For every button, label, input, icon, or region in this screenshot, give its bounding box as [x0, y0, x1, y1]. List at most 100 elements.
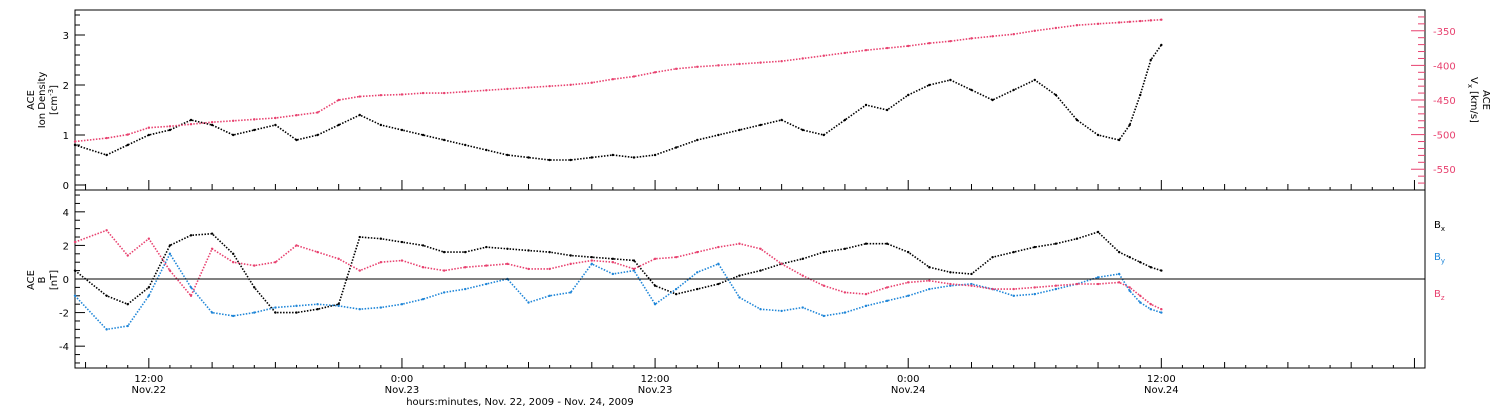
density-series-point: [1128, 123, 1131, 127]
by-series-point: [442, 291, 446, 294]
bx-series-point: [1075, 237, 1079, 240]
vx-series-point: [1117, 21, 1121, 24]
bz-series-point: [569, 262, 572, 266]
density-series-point: [696, 138, 699, 142]
bz-series-point: [1117, 281, 1121, 284]
vx-series-point: [949, 39, 952, 43]
vx-series-point: [991, 35, 994, 38]
bz-series-point: [379, 261, 383, 264]
by-series-point: [147, 294, 151, 297]
density-series-point: [485, 148, 488, 152]
density-series-point: [822, 133, 826, 137]
by-series-point: [928, 287, 931, 291]
bz-series-point: [548, 267, 551, 271]
by-series-point: [590, 262, 593, 266]
density-series-point: [1033, 78, 1036, 82]
vx-series-point: [590, 81, 593, 84]
vx-series-point: [337, 98, 340, 102]
by-series-point: [822, 314, 826, 318]
vx-tick-label: -350: [1433, 27, 1456, 38]
bz-series-point: [316, 250, 319, 254]
bx-series-point: [1128, 255, 1131, 259]
density-series-point: [674, 146, 678, 149]
by-series-point: [421, 297, 425, 301]
x-tick-label-date: Nov.24: [1144, 385, 1179, 396]
by-series-point: [611, 272, 615, 276]
bx-series-point: [548, 250, 551, 254]
by-series-point: [253, 311, 256, 314]
bz-series-point: [801, 274, 804, 277]
by-series-point: [73, 294, 77, 297]
bx-series-point: [759, 269, 762, 272]
vx-tick-label: -500: [1433, 131, 1456, 142]
bz-series-point: [949, 282, 952, 286]
by-series-point: [189, 286, 193, 289]
density-series-point: [295, 138, 298, 142]
density-series-point: [569, 158, 572, 162]
vx-series-point: [1033, 29, 1036, 32]
bz-series-point: [780, 262, 783, 266]
by-series-point: [970, 282, 973, 286]
bz-series-point: [1054, 284, 1058, 287]
bz-series-point: [1160, 308, 1163, 311]
x-axis-ticks: 12:00Nov.220:00Nov.2312:00Nov.230:00Nov.…: [85, 180, 1415, 396]
vx-series-point: [379, 93, 383, 97]
density-series-point: [928, 83, 931, 87]
density-tick-label: 1: [63, 131, 69, 142]
density-axis-unit: [cm-3]: [47, 85, 60, 115]
bx-series-point: [632, 259, 636, 262]
bx-series-point: [464, 250, 467, 254]
by-series-point: [907, 294, 910, 297]
top-panel-frame: [74, 9, 1426, 191]
density-series-point: [738, 128, 741, 132]
bz-series-point: [907, 281, 910, 284]
vx-series-point: [295, 114, 298, 117]
bz-series-point: [1033, 286, 1036, 289]
by-series-point: [759, 308, 762, 311]
bx-series-point: [843, 247, 847, 250]
density-series-point: [73, 143, 77, 147]
bz-series-point: [168, 269, 172, 272]
b-legend: Bx By Bz: [1434, 220, 1445, 302]
bx-series-point: [674, 292, 678, 296]
vx-label-unit: [km/s]: [1468, 91, 1479, 123]
vx-series-point: [1075, 24, 1079, 27]
bx-series-point: [442, 250, 446, 254]
by-series-point: [1149, 308, 1152, 311]
bx-series-point: [1033, 245, 1036, 249]
vx-label-v: V: [1468, 77, 1479, 84]
bz-series-point: [210, 247, 214, 250]
density-series-point: [337, 123, 340, 127]
density-series-point: [1054, 93, 1058, 97]
by-series-point: [1012, 294, 1015, 297]
b-axis-label-main: B: [37, 276, 48, 283]
top-panel-ticks: 0 1 2 3 -350 -400 -450 -500 -550: [63, 14, 1456, 192]
by-series-point: [1160, 311, 1163, 314]
bz-series-point: [358, 269, 361, 272]
density-series-point: [168, 128, 172, 132]
bx-series-point: [485, 245, 488, 249]
by-series-point: [168, 252, 172, 256]
density-series-point: [442, 138, 446, 142]
b-tick-label: 2: [63, 241, 69, 252]
by-series-point: [843, 311, 847, 314]
by-series-point: [1117, 272, 1121, 276]
bz-series-point: [1075, 282, 1079, 286]
legend-bx-series: Bx: [1434, 220, 1445, 233]
by-series-point: [527, 301, 530, 304]
density-series-point: [400, 128, 404, 132]
x-tick-label-date: Nov.23: [638, 385, 673, 396]
vx-series-point: [717, 64, 720, 67]
by-series-point: [717, 262, 720, 266]
by-series-point: [464, 287, 467, 291]
bx-series-point: [316, 308, 319, 311]
density-series-point: [1139, 93, 1142, 97]
vx-series-point: [864, 48, 868, 52]
bz-series-point: [442, 269, 446, 272]
vx-series-point: [253, 118, 256, 121]
density-series-point: [253, 128, 256, 132]
bx-series-point: [189, 234, 193, 237]
bx-series-point: [991, 255, 994, 259]
bx-series-point: [801, 257, 804, 261]
